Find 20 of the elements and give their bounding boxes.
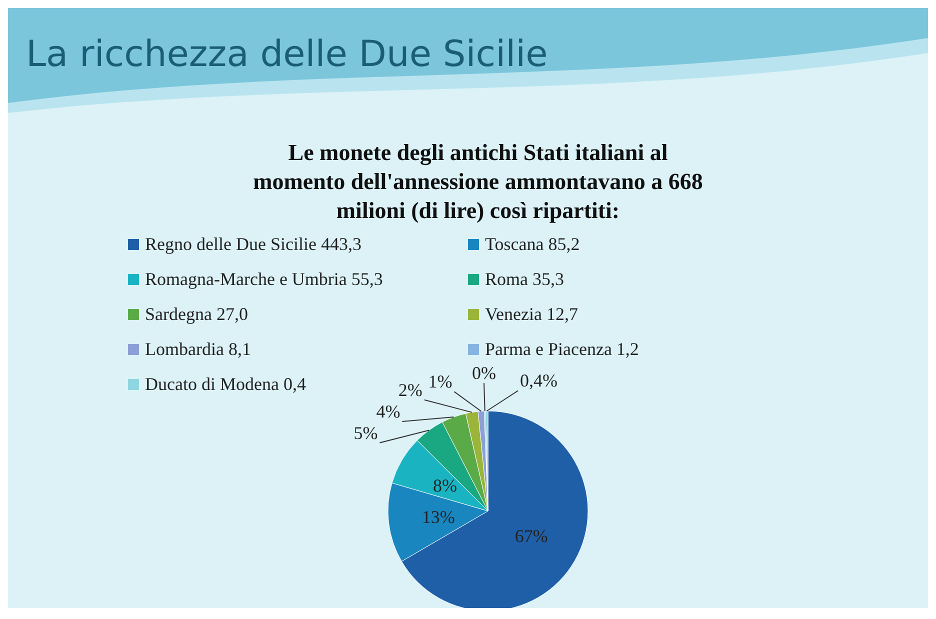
legend-label: Ducato di Modena 0,4 bbox=[145, 374, 306, 394]
legend-label: Romagna-Marche e Umbria 55,3 bbox=[145, 269, 383, 289]
data-label: 4% bbox=[376, 401, 400, 422]
legend-label: Parma e Piacenza 1,2 bbox=[485, 339, 639, 359]
legend-label: Roma 35,3 bbox=[485, 269, 564, 289]
data-label: 8% bbox=[432, 476, 457, 496]
legend-label: Regno delle Due Sicilie 443,3 bbox=[145, 234, 362, 254]
data-label: 13% bbox=[422, 507, 455, 528]
data-label: 2% bbox=[398, 380, 422, 400]
data-label: 0% bbox=[472, 363, 496, 384]
legend-label: Toscana 85,2 bbox=[485, 234, 580, 254]
legend-label: Lombardia 8,1 bbox=[145, 339, 251, 359]
data-label: 67% bbox=[514, 526, 548, 546]
legend-label: Sardegna 27,0 bbox=[145, 304, 248, 324]
data-label: 0,4% bbox=[520, 370, 558, 391]
legend-label: Venezia 12,7 bbox=[485, 304, 578, 324]
chart-title: La ricchezza delle Due Sicilie bbox=[26, 34, 548, 75]
data-label: 1% bbox=[428, 372, 452, 392]
data-label: 5% bbox=[354, 422, 378, 443]
chart-subtitle: Le monete degli antichi Stati italiani al momento dell'annessione ammontavano a 668 milioni (di lire) così ripartiti: bbox=[253, 140, 703, 223]
